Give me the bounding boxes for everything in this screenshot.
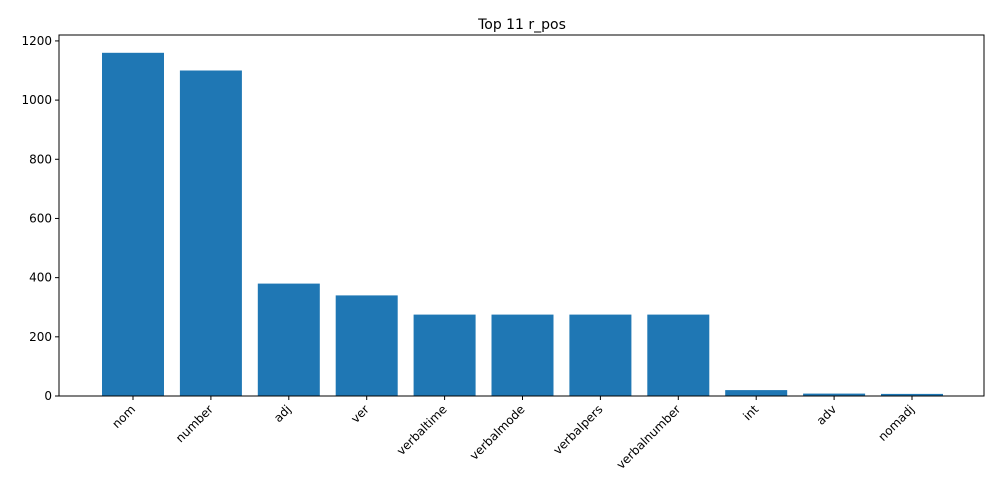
x-axis: nom number adj ver verbaltime verbalmode verba… bbox=[109, 396, 917, 472]
x-tick-label-ver: ver bbox=[348, 402, 372, 426]
x-tick-label-verbalnumber: verbalnumber bbox=[614, 402, 684, 472]
bar-adv bbox=[803, 393, 866, 396]
bar-ver bbox=[335, 295, 398, 396]
x-tick-label-verbaltime: verbaltime bbox=[394, 402, 450, 458]
y-tick-label: 0 bbox=[44, 389, 52, 403]
bar-int bbox=[725, 390, 788, 396]
bars-layer bbox=[102, 52, 943, 397]
plot-frame bbox=[58, 34, 985, 397]
x-tick-label-int: int bbox=[740, 402, 761, 423]
y-tick-label: 1000 bbox=[21, 93, 52, 107]
x-tick-label-nomadj: nomadj bbox=[875, 402, 917, 444]
bar-adj bbox=[257, 283, 320, 396]
bar-verbalnumber bbox=[647, 314, 710, 396]
x-tick-label-verbalpers: verbalpers bbox=[550, 402, 605, 457]
x-tick-label-number: number bbox=[173, 402, 216, 445]
chart-title: Top 11 r_pos bbox=[477, 17, 566, 33]
bar-nomadj bbox=[881, 393, 943, 396]
bar-verbalpers bbox=[569, 314, 632, 396]
y-tick-label: 400 bbox=[29, 271, 52, 285]
bar-verbalmode bbox=[491, 314, 554, 396]
x-tick-label-adj: adj bbox=[271, 402, 294, 425]
x-tick-label-adv: adv bbox=[814, 402, 840, 428]
y-tick-label: 200 bbox=[29, 330, 52, 344]
y-tick-label: 800 bbox=[29, 152, 52, 166]
bar-nom bbox=[102, 52, 164, 397]
x-tick-label-verbalmode: verbalmode bbox=[467, 402, 528, 463]
y-tick-label: 600 bbox=[29, 211, 52, 225]
bar-verbaltime bbox=[413, 314, 476, 396]
y-axis: 0 200 400 600 800 1000 1200 bbox=[21, 34, 59, 403]
bar-number bbox=[179, 70, 242, 396]
x-tick-label-nom: nom bbox=[109, 402, 138, 431]
y-tick-label: 1200 bbox=[21, 34, 52, 48]
